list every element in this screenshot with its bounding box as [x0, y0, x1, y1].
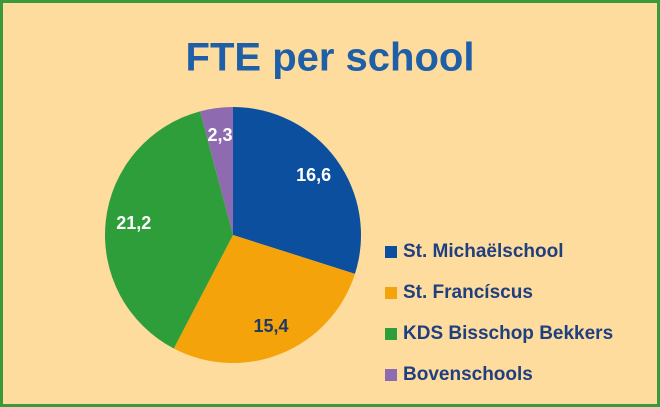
data-label: 15,4 [253, 316, 288, 336]
legend-swatch [385, 287, 397, 299]
pie-slice [173, 235, 355, 363]
legend-label: St. Francíscus [403, 282, 533, 303]
data-label: 2,3 [208, 125, 233, 145]
legend-label: Bovenschools [403, 364, 533, 385]
chart-title: FTE per school [186, 36, 475, 80]
data-label: 16,6 [296, 165, 331, 185]
data-label: 21,2 [116, 213, 151, 233]
pie-slice [200, 107, 233, 235]
legend-swatch [385, 328, 397, 340]
legend-label: KDS Bisschop Bekkers [403, 323, 613, 344]
legend-swatch [385, 369, 397, 381]
legend-label: St. Michaëlschool [403, 241, 563, 262]
legend-swatch [385, 246, 397, 258]
pie-slice [233, 107, 361, 274]
pie-slice [104, 111, 234, 349]
